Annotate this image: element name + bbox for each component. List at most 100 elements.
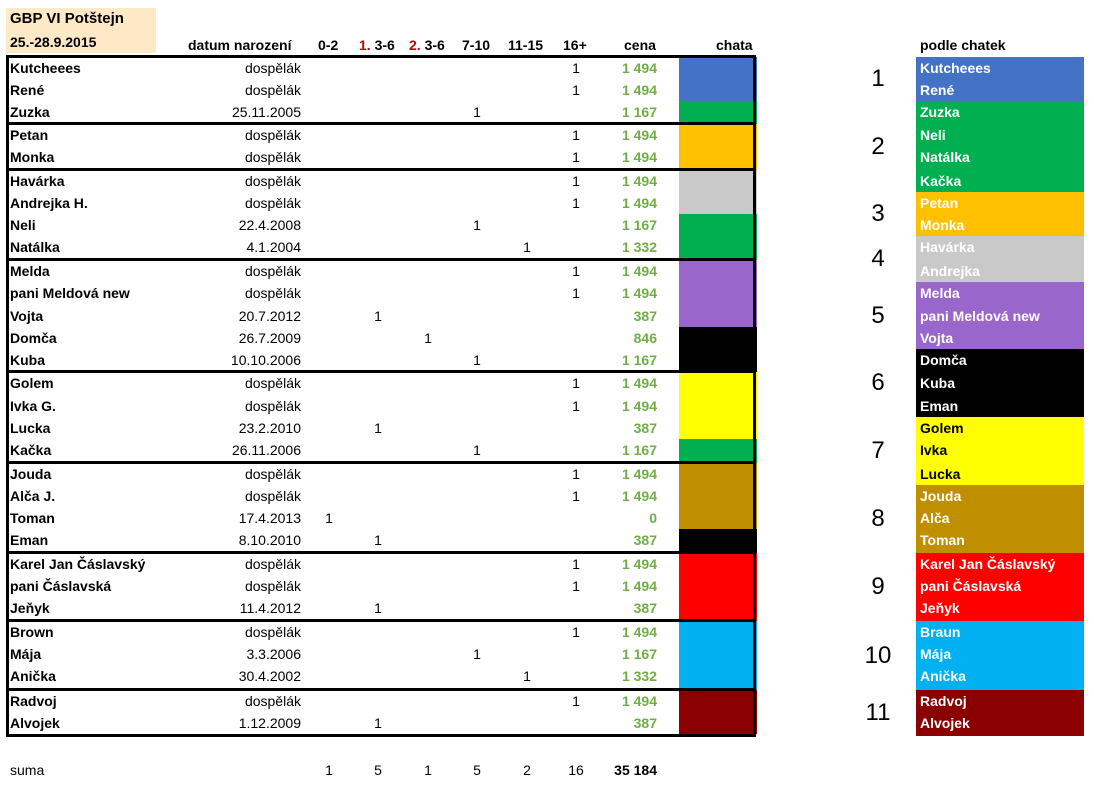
cabin-member-name: Toman [920,532,965,548]
cabin-color-swatch [679,79,757,101]
header-3-6-first-num: 1. [359,37,371,53]
age-count-c16: 1 [572,127,580,143]
participant-name: Kutcheees [10,60,81,76]
cabin-number: 10 [864,641,892,669]
header-chata: chata [716,37,753,53]
cabin-member-name: pani Čáslavská [920,578,1022,594]
cabin-color-swatch [679,463,757,485]
participant-name: Natálka [10,239,60,255]
birth-date: 11.4.2012 [239,600,301,616]
group-border [6,370,756,464]
header-podle-chatek: podle chatek [920,37,1006,53]
sum-16plus: 16 [568,762,584,778]
header-16plus: 16+ [563,37,587,53]
age-count-c16: 1 [572,556,580,572]
birth-date: dospělák [244,624,301,640]
participant-name: René [10,82,45,98]
age-count-c16: 1 [572,60,580,76]
age-count-c02: 1 [325,510,333,526]
age-count-c16: 1 [572,398,580,414]
participant-name: Jouda [10,466,52,482]
birth-date: dospělák [244,285,301,301]
cabin-color-swatch [679,439,757,463]
cabin-member-name: Golem [920,420,964,436]
age-count-c710: 1 [473,442,481,458]
cabin-color-swatch [679,260,757,282]
price-value: 1 494 [621,556,657,572]
age-count-c710: 1 [473,217,481,233]
age-count-c36a: 1 [374,715,382,731]
cabin-member-name: Melda [920,285,960,301]
cabin-color-swatch [679,236,757,260]
participant-name: Alvojek [10,715,60,731]
cabin-member-name: Ivka [920,442,948,458]
birth-date: dospělák [244,556,301,572]
price-value: 1 494 [621,173,657,189]
price-value: 387 [633,308,657,324]
age-count-c36a: 1 [374,308,382,324]
cabin-member-name: Anička [920,668,966,684]
header-3-6-second: 2. 3-6 [409,34,445,56]
birth-date: 4.1.2004 [246,239,302,255]
cabin-color-swatch [679,192,757,214]
cabin-color-swatch [679,327,757,349]
price-value: 387 [633,715,657,731]
price-value: 1 494 [621,488,657,504]
cabin-color-swatch [679,170,757,192]
participant-name: Eman [10,532,49,548]
group-border [6,258,756,373]
header-price: cena [624,37,656,53]
price-value: 1 494 [621,398,657,414]
participant-name: Mája [10,646,42,662]
cabin-member-name: Jouda [920,488,962,504]
birth-date: dospělák [244,578,301,594]
price-value: 1 167 [621,646,657,662]
cabin-box-11 [916,690,1084,736]
cabin-member-name: Andrejka [920,263,980,279]
cabin-number: 7 [871,437,885,464]
participant-name: Kačka [10,442,52,458]
price-value: 1 494 [621,578,657,594]
group-border [6,55,756,125]
cabin-member-name: Radvoj [920,693,967,709]
age-count-c710: 1 [473,646,481,662]
age-count-c16: 1 [572,285,580,301]
cabin-box-5 [916,282,1084,349]
participant-name: Kuba [10,352,45,368]
cabin-member-name: Eman [920,398,959,414]
age-count-c16: 1 [572,375,580,391]
header-11-15: 11-15 [508,37,544,53]
cabin-number: 4 [871,245,885,272]
cabin-color-swatch [679,665,757,690]
participant-name: Brown [10,624,54,640]
age-count-c16: 1 [572,466,580,482]
birth-date: dospělák [244,127,301,143]
age-count-c36a: 1 [374,532,382,548]
cabin-color-swatch [679,597,757,621]
cabin-member-name: Alča [920,510,950,526]
participant-name: Radvoj [10,693,57,709]
price-value: 1 494 [621,60,657,76]
cabin-box-3 [916,192,1084,236]
price-value: 1 494 [621,693,657,709]
birth-date: dospělák [244,60,301,76]
cabin-member-name: Alvojek [920,715,970,731]
birth-date: 30.4.2002 [238,668,301,684]
cabin-member-name: Karel Jan Čáslavský [920,556,1056,572]
group-border [6,619,756,691]
participant-name: Toman [10,510,55,526]
cabin-member-name: Vojta [920,330,954,346]
cabin-box-7 [916,417,1084,485]
cabin-member-name: Kutcheees [920,60,991,76]
price-value: 387 [633,532,657,548]
cabin-member-name: Zuzka [920,104,960,120]
group-border [6,122,756,171]
price-value: 387 [633,600,657,616]
age-count-c16: 1 [572,488,580,504]
age-count-c1115: 1 [523,668,531,684]
participant-name: Jeňyk [10,600,50,616]
participant-name: Vojta [10,308,44,324]
cabin-member-name: Petan [920,195,959,211]
cabin-color-swatch [679,101,757,124]
age-count-c1115: 1 [523,239,531,255]
